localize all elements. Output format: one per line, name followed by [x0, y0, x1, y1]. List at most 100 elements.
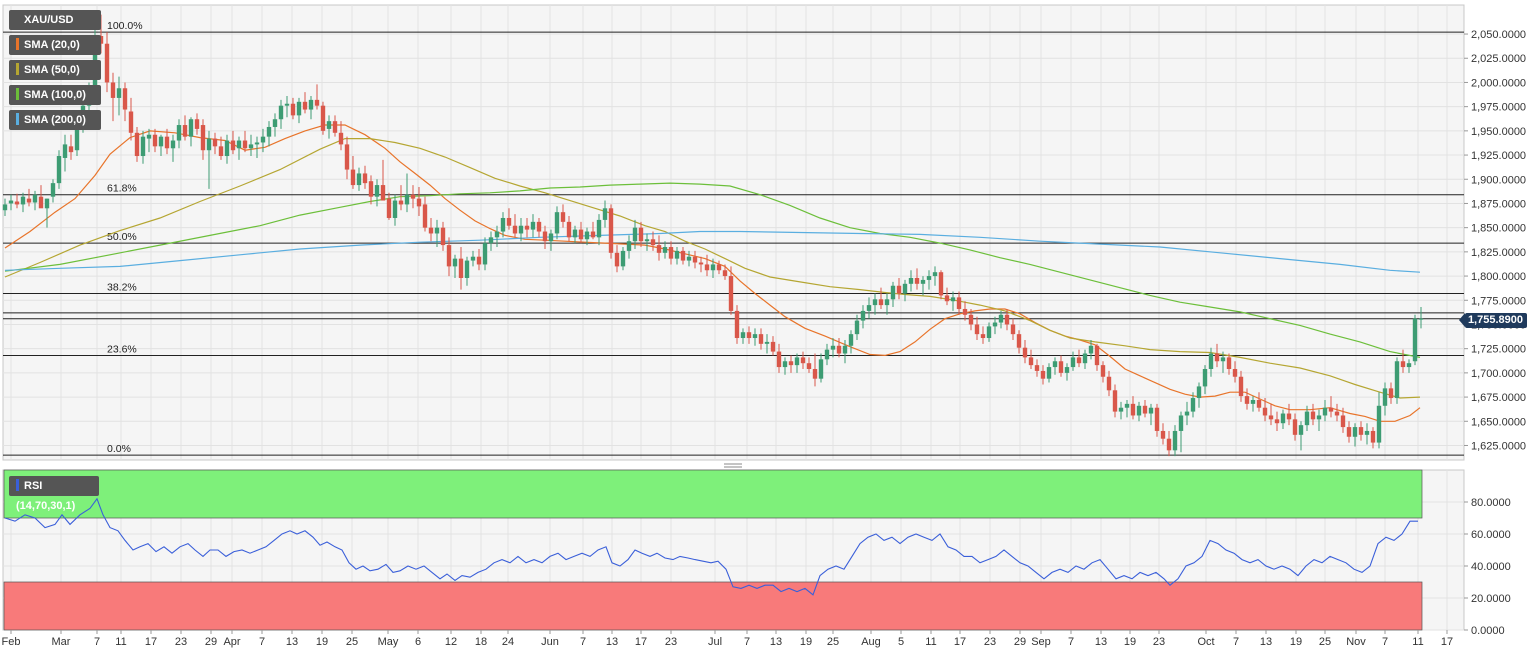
candle-body [206, 138, 212, 151]
candle-body [836, 345, 842, 354]
legend-item[interactable]: XAU/USD [9, 10, 101, 30]
candle-body [632, 227, 638, 242]
fib-label: 100.0% [107, 20, 143, 32]
legend-item[interactable]: SMA (100,0) [9, 85, 101, 105]
candle-body [692, 256, 698, 263]
x-tick-label: May [378, 636, 399, 648]
candle-body [62, 144, 68, 158]
candle-body [728, 276, 734, 311]
candle-body [674, 250, 680, 259]
y-tick-label: 1,900.0000 [1471, 174, 1526, 186]
x-tick-label: 7 [1233, 636, 1239, 648]
candle-body [698, 262, 704, 265]
candle-body [302, 101, 308, 110]
candle-body [332, 121, 338, 133]
candle-body [1202, 369, 1208, 387]
candle-body [1268, 415, 1274, 420]
candle-body [146, 134, 152, 139]
x-tick-label: 19 [1290, 636, 1302, 648]
y-tick-label: 1,675.0000 [1471, 392, 1526, 404]
candle-body [362, 173, 368, 184]
candle-body [1148, 407, 1154, 414]
x-tick-label: 11 [1412, 636, 1423, 648]
candle-body [1232, 369, 1238, 377]
y-tick-label: 1,825.0000 [1471, 247, 1526, 259]
candle-body [950, 297, 956, 302]
legend-swatch [16, 63, 19, 76]
x-tick-label: 25 [827, 636, 839, 648]
sma-line [4, 138, 1421, 399]
candle-body [260, 136, 266, 143]
candle-body [428, 227, 434, 234]
candle-body [788, 361, 794, 366]
candle-body [944, 295, 950, 302]
candle-body [188, 119, 194, 137]
candle-body [1292, 419, 1298, 435]
candle-body [1016, 334, 1022, 348]
legend-label: SMA (20,0) [24, 39, 80, 51]
candle-body [1052, 361, 1058, 368]
sma-line [4, 124, 1421, 422]
panel-splitter-handle[interactable] [724, 463, 742, 468]
rsi-legend-item[interactable]: RSI (14,70,30,1) [9, 476, 99, 512]
legend-label: SMA (100,0) [24, 89, 86, 101]
candle-body [644, 239, 650, 242]
candle-body [848, 334, 854, 346]
candle-body [1154, 407, 1160, 431]
x-tick-label: 25 [1319, 636, 1331, 648]
x-tick-label: 7 [1382, 636, 1388, 648]
candle-body [782, 361, 788, 368]
candle-body [1310, 411, 1316, 420]
candle-body [488, 237, 494, 244]
candle-body [404, 194, 410, 205]
price-tag-pointer [1459, 313, 1465, 327]
candle-body [512, 225, 518, 234]
legend-swatch [16, 88, 19, 101]
candle-body [20, 196, 26, 205]
candle-body [998, 314, 1004, 323]
candle-body [1250, 399, 1256, 404]
candle-body [1070, 357, 1076, 368]
candle-body [1046, 367, 1052, 379]
y-tick-label: 1,725.0000 [1471, 344, 1526, 356]
legend-item[interactable]: SMA (200,0) [9, 110, 101, 130]
candle-body [254, 142, 260, 145]
candle-body [554, 212, 560, 234]
candle-body [290, 103, 296, 116]
candle-body [1058, 361, 1064, 373]
candle-body [1160, 430, 1166, 439]
legend-item[interactable]: SMA (20,0) [9, 35, 101, 55]
candle-body [1400, 361, 1406, 368]
x-tick-label: Oct [1197, 636, 1214, 648]
candle-body [974, 324, 980, 335]
candle-body [68, 146, 74, 153]
candle-body [824, 349, 830, 360]
candle-body [380, 185, 386, 201]
x-tick-label: 18 [475, 636, 487, 648]
y-tick-label: 1,875.0000 [1471, 198, 1526, 210]
rsi-y-tick-label: 0.0000 [1471, 625, 1505, 637]
candle-body [986, 326, 992, 339]
candle-body [572, 229, 578, 238]
candle-body [1346, 427, 1352, 437]
candle-body [560, 212, 566, 222]
candle-body [878, 299, 884, 306]
x-tick-label: 11 [925, 636, 936, 648]
candle-body [1136, 405, 1142, 416]
candle-body [1094, 345, 1100, 366]
candle-body [1412, 318, 1418, 362]
legend-item[interactable]: SMA (50,0) [9, 60, 101, 80]
x-tick-label: 5 [898, 636, 904, 648]
candle-body [956, 297, 962, 309]
candle-body [1328, 407, 1334, 412]
candle-body [320, 105, 326, 131]
candle-body [830, 345, 836, 350]
x-tick-label: 24 [502, 636, 514, 648]
candle-body [104, 43, 110, 83]
candle-body [794, 357, 800, 366]
rsi-y-tick-label: 20.0000 [1471, 593, 1511, 605]
legend-label: SMA (50,0) [24, 64, 80, 76]
candle-body [272, 119, 278, 127]
candle-body [218, 146, 224, 157]
